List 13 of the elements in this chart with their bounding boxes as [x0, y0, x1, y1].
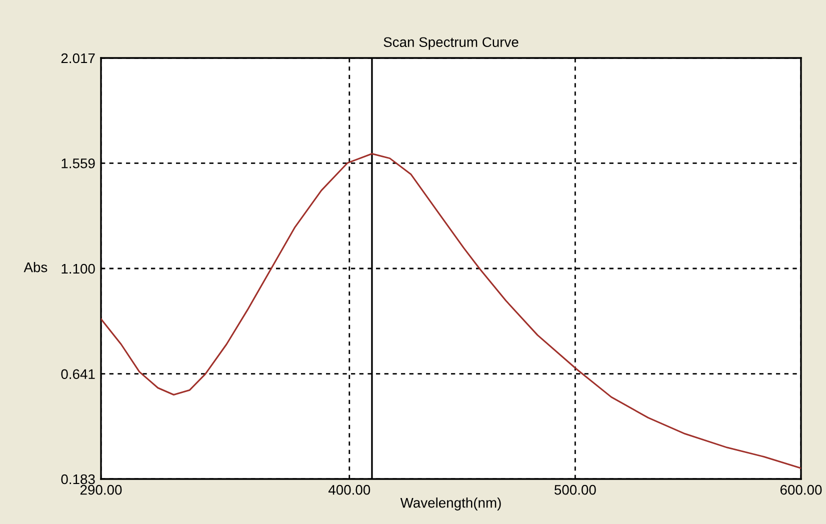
y-axis-title: Abs	[24, 262, 48, 272]
y-tick-label: 0.183	[61, 474, 95, 484]
y-tick-label: 0.641	[61, 369, 95, 380]
x-tick-label: 500.00	[554, 484, 596, 495]
line-series	[101, 152, 801, 469]
y-tick-label: 1.559	[62, 158, 95, 168]
y-tick-label: 2.017	[61, 53, 95, 64]
x-tick-label: 290.00	[80, 484, 122, 495]
x-tick-label: 600.00	[780, 484, 822, 495]
x-tick-label: 400.00	[328, 484, 370, 495]
y-tick-label: 1.100	[62, 264, 95, 274]
chart-title: Scan Spectrum Curve	[384, 37, 518, 50]
x-axis-title: Wavelength(nm)	[400, 498, 501, 510]
